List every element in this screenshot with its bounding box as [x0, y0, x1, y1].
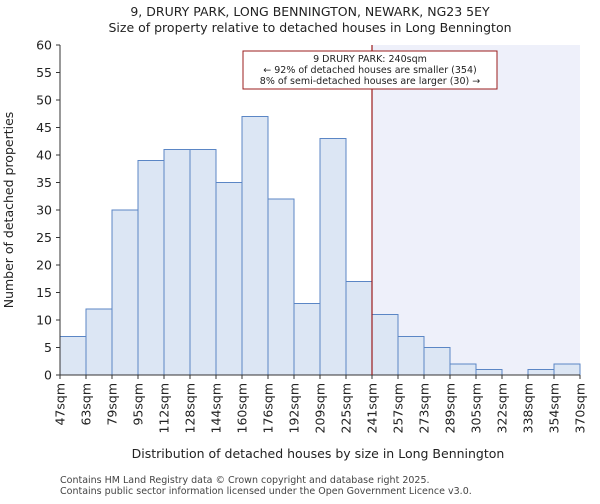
y-tick-label: 35: [36, 175, 52, 190]
footer-line2: Contains public sector information licen…: [60, 486, 472, 497]
bar-289sqm: [449, 363, 477, 376]
bar-273sqm: [423, 347, 451, 376]
larger-properties-region: [372, 45, 580, 375]
chart-title-line2: Size of property relative to detached ho…: [108, 20, 511, 35]
y-tick-label: 55: [36, 65, 52, 80]
x-tick-label: 160sqm: [235, 383, 250, 433]
x-axis-label: Distribution of detached houses by size …: [132, 446, 505, 461]
x-tick-label: 289sqm: [443, 383, 458, 433]
x-tick-label: 338sqm: [521, 383, 536, 433]
x-tick-label: 370sqm: [573, 383, 588, 433]
x-tick-label: 112sqm: [157, 383, 172, 433]
y-tick-label: 5: [44, 340, 52, 355]
bar-144sqm: [215, 182, 243, 376]
bar-160sqm: [241, 116, 269, 376]
y-axis-label: Number of detached properties: [1, 112, 16, 309]
chart-title-line1: 9, DRURY PARK, LONG BENNINGTON, NEWARK, …: [130, 4, 490, 19]
bar-63sqm: [85, 308, 113, 376]
x-tick-label: 241sqm: [365, 383, 380, 433]
x-tick-label: 192sqm: [287, 383, 302, 433]
bar-group: [59, 116, 581, 376]
annotation-line3: 8% of semi-detached houses are larger (3…: [260, 76, 480, 87]
x-tick-label: 209sqm: [313, 383, 328, 433]
y-tick-label: 45: [36, 120, 52, 135]
bar-112sqm: [163, 149, 191, 376]
bar-79sqm: [111, 209, 139, 376]
x-axis: 47sqm 63sqm 79sqm 95sqm 112sqm 128sqm 144sqm 16…: [53, 374, 588, 433]
annotation-frame: [242, 50, 498, 90]
bar-225sqm: [345, 281, 373, 376]
x-tick-label: 95sqm: [131, 383, 146, 426]
x-tick-label: 63sqm: [79, 383, 94, 426]
bar-354sqm: [553, 363, 581, 376]
bar-241sqm: [371, 314, 399, 376]
y-tick-label: 40: [36, 148, 52, 163]
bar-257sqm: [397, 336, 425, 376]
x-tick-label: 79sqm: [105, 383, 120, 426]
annotation-box: 9 DRURY PARK: 240sqm ← 92% of detached h…: [242, 50, 498, 90]
x-tick-label: 47sqm: [53, 383, 68, 426]
x-tick-label: 128sqm: [183, 383, 198, 433]
bar-338sqm: [527, 369, 555, 376]
bar-192sqm: [293, 303, 321, 376]
annotation-line1: 9 DRURY PARK: 240sqm: [313, 54, 427, 65]
y-tick-label: 25: [36, 230, 52, 245]
y-tick-label: 20: [36, 258, 52, 273]
bar-176sqm: [267, 198, 295, 376]
y-axis: 0 5 10 15 20 25 30 35 40 45 50 55 60: [36, 38, 61, 383]
y-tick-label: 15: [36, 285, 52, 300]
footer-line1: Contains HM Land Registry data © Crown c…: [60, 475, 430, 486]
bar-95sqm: [137, 160, 165, 376]
y-tick-label: 50: [36, 93, 52, 108]
bar-128sqm: [189, 149, 217, 376]
y-tick-label: 30: [36, 203, 52, 218]
x-tick-label: 305sqm: [469, 383, 484, 433]
y-tick-label: 10: [36, 313, 52, 328]
annotation-line2: ← 92% of detached houses are smaller (35…: [263, 65, 476, 76]
x-tick-label: 273sqm: [417, 383, 432, 433]
x-tick-label: 225sqm: [339, 383, 354, 433]
x-tick-label: 354sqm: [547, 383, 562, 433]
bar-47sqm: [59, 336, 87, 376]
bar-305sqm: [475, 369, 503, 376]
x-tick-label: 144sqm: [209, 383, 224, 433]
bar-209sqm: [319, 138, 347, 376]
y-tick-label: 0: [44, 368, 52, 383]
y-tick-label: 60: [36, 38, 52, 53]
x-tick-label: 322sqm: [495, 383, 510, 433]
x-tick-label: 257sqm: [391, 383, 406, 433]
x-tick-label: 176sqm: [261, 383, 276, 433]
